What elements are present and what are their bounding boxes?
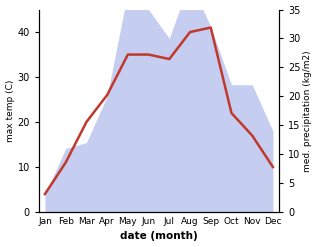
X-axis label: date (month): date (month) [120,231,198,242]
Y-axis label: med. precipitation (kg/m2): med. precipitation (kg/m2) [303,50,313,172]
Y-axis label: max temp (C): max temp (C) [5,80,15,142]
